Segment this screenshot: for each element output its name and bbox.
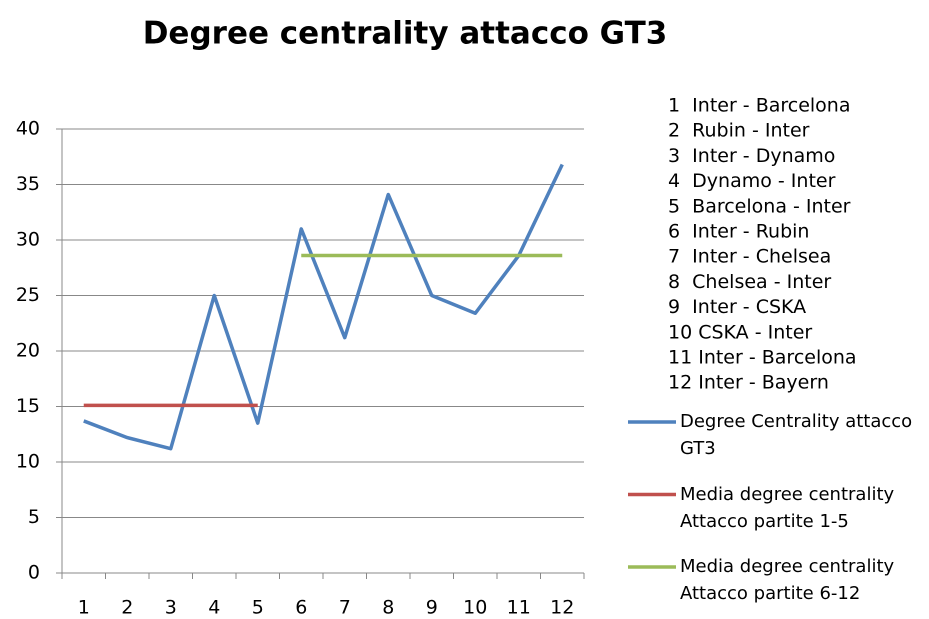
y-tick-label: 25 bbox=[16, 284, 40, 306]
x-tick-label: 9 bbox=[426, 597, 438, 619]
match-label: 1 Inter - Barcelona bbox=[668, 95, 851, 117]
match-label: 11 Inter - Barcelona bbox=[668, 347, 857, 369]
x-tick-label: 4 bbox=[208, 597, 220, 619]
y-tick-label: 40 bbox=[16, 118, 40, 140]
x-tick-label: 5 bbox=[252, 597, 264, 619]
x-tick-label: 12 bbox=[550, 597, 574, 619]
y-tick-label: 0 bbox=[28, 562, 40, 584]
chart-title: Degree centrality attacco GT3 bbox=[143, 16, 668, 52]
x-tick-label: 2 bbox=[121, 597, 133, 619]
legend-label: Degree Centrality attacco GT3 bbox=[680, 411, 918, 459]
x-tick-label: 8 bbox=[382, 597, 394, 619]
x-tick-label: 10 bbox=[463, 597, 487, 619]
x-tick-label: 3 bbox=[165, 597, 177, 619]
match-label: 7 Inter - Chelsea bbox=[668, 246, 831, 268]
match-label: 12 Inter - Bayern bbox=[668, 372, 829, 394]
match-label: 8 Chelsea - Inter bbox=[668, 271, 831, 293]
match-label: 6 Inter - Rubin bbox=[668, 221, 809, 243]
y-tick-label: 35 bbox=[16, 173, 40, 195]
y-tick-label: 10 bbox=[16, 451, 40, 473]
match-label: 4 Dynamo - Inter bbox=[668, 170, 836, 192]
legend-label: Media degree centrality Attacco partite … bbox=[680, 483, 900, 532]
y-tick-label: 5 bbox=[28, 506, 40, 528]
match-label: 3 Inter - Dynamo bbox=[668, 145, 835, 167]
match-label: 2 Rubin - Inter bbox=[668, 120, 810, 142]
series-line bbox=[83, 163, 564, 451]
legend-label: Media degree centrality Attacco partite … bbox=[680, 556, 900, 604]
y-tick-label: 20 bbox=[16, 340, 40, 362]
x-tick-label: 6 bbox=[295, 597, 307, 619]
match-label: 5 Barcelona - Inter bbox=[668, 195, 851, 217]
match-label: 9 Inter - CSKA bbox=[668, 296, 806, 318]
match-label: 10 CSKA - Inter bbox=[668, 321, 812, 343]
y-tick-label: 30 bbox=[16, 229, 40, 251]
x-tick-label: 7 bbox=[339, 597, 351, 619]
x-tick-label: 1 bbox=[78, 597, 90, 619]
x-tick-label: 11 bbox=[507, 597, 531, 619]
y-tick-label: 15 bbox=[16, 395, 40, 417]
